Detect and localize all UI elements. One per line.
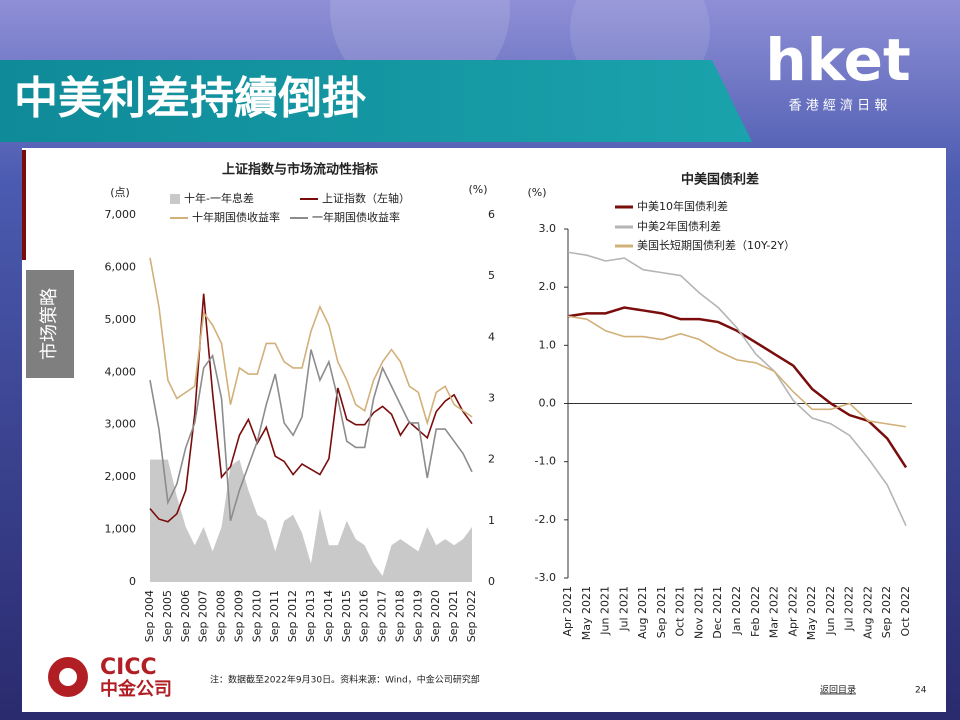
x-tick-label: Sep 2017 [376, 590, 389, 642]
chart-title: 上证指数与市场流动性指标 [222, 162, 378, 178]
y-tick-label: -3.0 [535, 571, 556, 584]
y-tick-label: 3.0 [539, 222, 557, 235]
y-tick-label: -1.0 [535, 455, 556, 468]
x-tick-label: Oct 2021 [674, 586, 687, 637]
chart-title: 中美国债利差 [681, 172, 759, 188]
x-tick-label: Aug 2022 [861, 586, 874, 639]
y2-tick-label: 6 [488, 208, 495, 221]
legend-label: 十年期国债收益率 [192, 210, 280, 224]
line [149, 293, 473, 523]
y-tick-label: 2,000 [105, 470, 137, 483]
y2-tick-label: 4 [488, 330, 495, 343]
logo: hket [765, 26, 910, 94]
x-tick-label: May 2022 [805, 586, 818, 640]
y-tick-label: 2.0 [539, 280, 557, 293]
x-tick-label: Sep 2008 [215, 590, 228, 642]
logo-subtitle: 香 港 經 濟 日 報 [789, 98, 888, 114]
x-tick-label: Jun 2021 [599, 586, 612, 636]
legend-label: 上证指数（左轴） [322, 191, 410, 205]
x-tick-label: Sep 2016 [358, 590, 371, 642]
y2-tick-label: 3 [488, 392, 495, 405]
x-tick-label: Apr 2021 [561, 586, 574, 637]
legend-label: 一年期国债收益率 [312, 210, 400, 224]
x-tick-label: Jul 2022 [843, 586, 856, 632]
x-tick-label: Jul 2021 [617, 586, 630, 632]
x-tick-label: Sep 2021 [655, 586, 668, 638]
y2-tick-label: 1 [488, 514, 495, 527]
brand: CICC [100, 655, 157, 680]
accent-bar [22, 150, 26, 260]
y2-tick-label: 0 [488, 575, 495, 588]
x-tick-label: Nov 2021 [692, 586, 705, 639]
brand-cn: 中金公司 [100, 678, 172, 700]
x-tick-label: Sep 2006 [179, 590, 192, 642]
x-tick-label: Sep 2009 [232, 590, 245, 642]
line [567, 251, 907, 526]
x-tick-label: Aug 2021 [636, 586, 649, 639]
x-tick-label: Sep 2010 [250, 590, 263, 642]
y2-tick-label: 5 [488, 269, 495, 282]
x-tick-label: Sep 2021 [447, 590, 460, 642]
legend-swatch [170, 194, 180, 204]
y-tick-label: 1.0 [539, 338, 557, 351]
page-number: 24 [915, 686, 927, 696]
x-tick-label: Sep 2019 [411, 590, 424, 642]
x-tick-label: Jun 2022 [824, 586, 837, 636]
x-tick-label: Sep 2022 [880, 586, 893, 638]
x-tick-label: Sep 2011 [268, 590, 281, 642]
x-tick-label: Sep 2014 [322, 590, 335, 642]
line [567, 315, 907, 428]
y2-tick-label: 2 [488, 453, 495, 466]
y-tick-label: 4,000 [105, 365, 137, 378]
footnote: 注：数据截至2022年9月30日。资料来源：Wind，中金公司研究部 [210, 674, 480, 686]
x-tick-label: Sep 2004 [143, 590, 156, 642]
legend-label: 中美2年国债利差 [637, 219, 721, 233]
y-tick-label: 5,000 [105, 313, 137, 326]
title-banner [0, 60, 752, 142]
y-tick-label: 7,000 [105, 208, 137, 221]
sidebar-label: 市场策略 [39, 288, 60, 360]
x-tick-label: Oct 2022 [899, 586, 912, 637]
slide-title: 中美利差持續倒掛 [14, 73, 366, 124]
x-tick-label: Sep 2012 [286, 590, 299, 642]
x-tick-label: Sep 2005 [161, 590, 174, 642]
nav-link[interactable]: 返回目录 [820, 684, 856, 696]
x-tick-label: May 2021 [580, 586, 593, 640]
legend-label: 美国长短期国债利差（10Y-2Y） [637, 238, 795, 252]
x-tick-label: Jan 2022 [730, 586, 743, 635]
y-tick-label: 6,000 [105, 260, 137, 273]
legend-label: 中美10年国债利差 [637, 199, 728, 213]
x-tick-label: Sep 2018 [393, 590, 406, 642]
x-tick-label: Feb 2022 [749, 586, 762, 637]
y-tick-label: 1,000 [105, 523, 137, 536]
line [149, 257, 473, 426]
x-tick-label: Sep 2020 [429, 590, 442, 642]
y-tick-label: 0.0 [539, 397, 557, 410]
x-tick-label: Apr 2022 [786, 586, 799, 637]
legend-label: 十年-一年息差 [184, 191, 254, 205]
y-unit: (点) [110, 186, 130, 199]
x-tick-label: Sep 2007 [197, 590, 210, 642]
y2-unit: (%) [468, 183, 487, 196]
area [150, 459, 472, 582]
x-tick-label: Sep 2013 [304, 590, 317, 642]
line [567, 306, 908, 469]
x-tick-label: Dec 2021 [711, 586, 724, 639]
y-tick-label: -2.0 [535, 513, 556, 526]
content-panel [22, 148, 946, 712]
y-unit: (%) [527, 186, 546, 199]
line [149, 349, 473, 522]
x-tick-label: Sep 2022 [465, 590, 478, 642]
x-tick-label: Sep 2015 [340, 590, 353, 642]
y-tick-label: 3,000 [105, 418, 137, 431]
x-tick-label: Mar 2022 [768, 586, 781, 638]
y-tick-label: 0 [129, 575, 136, 588]
sidebar-box [26, 270, 74, 378]
brand-mark [59, 668, 77, 686]
